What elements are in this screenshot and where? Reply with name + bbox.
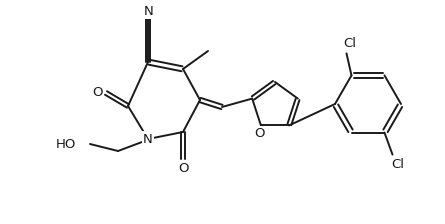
Text: N: N	[143, 133, 153, 146]
Text: O: O	[255, 127, 265, 140]
Text: N: N	[144, 4, 154, 17]
Text: Cl: Cl	[343, 37, 356, 50]
Text: HO: HO	[56, 138, 76, 151]
Text: Cl: Cl	[391, 158, 404, 171]
Text: O: O	[178, 162, 188, 174]
Text: O: O	[92, 86, 102, 99]
